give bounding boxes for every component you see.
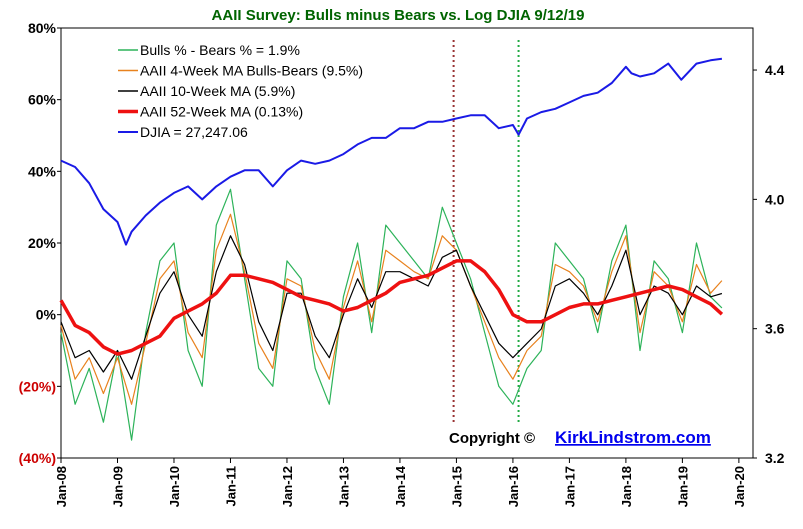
legend-4wk-ma-label: AAII 4-Week MA Bulls-Bears (9.5%) [140, 63, 363, 79]
x-tick-label: Jan-12 [280, 466, 295, 507]
y-right-tick-label: 3.2 [765, 450, 785, 466]
x-tick-label: Jan-10 [167, 466, 182, 507]
series-bulls-minus-bears-line [60, 188, 723, 441]
x-tick-label: Jan-20 [732, 466, 747, 507]
legend-52wk-ma-label: AAII 52-Week MA (0.13%) [140, 104, 303, 120]
y-left-tick-label: (20%) [19, 378, 56, 394]
x-tick-label: Jan-18 [619, 466, 634, 507]
x-tick-label: Jan-09 [110, 466, 125, 507]
y-axis-right: 4.4 4.0 3.6 3.2 [753, 62, 785, 466]
x-tick-label: Jan-16 [506, 466, 521, 507]
x-tick-label: Jan-14 [393, 465, 408, 507]
x-tick-label: Jan-15 [449, 466, 464, 507]
copyright-prefix: Copyright © [449, 430, 535, 447]
series-djia-line [60, 57, 723, 246]
legend: Bulls % - Bears % = 1.9% AAII 4-Week MA B… [118, 42, 363, 140]
x-tick-label: Jan-17 [562, 466, 577, 507]
y-right-tick-label: 4.0 [765, 191, 785, 207]
y-right-tick-label: 3.6 [765, 321, 785, 337]
legend-10wk-ma-label: AAII 10-Week MA (5.9%) [140, 83, 295, 99]
y-left-tick-label: 20% [28, 235, 57, 251]
event-markers [452, 40, 520, 425]
series-10wk-ma-line [60, 235, 723, 380]
y-left-tick-label: 40% [28, 163, 57, 179]
copyright-link[interactable]: KirkLindstrom.com [555, 428, 711, 447]
y-right-tick-label: 4.4 [765, 62, 785, 78]
y-left-tick-label: 80% [28, 20, 57, 36]
y-left-tick-label: 0% [36, 307, 57, 323]
x-tick-label: Jan-13 [336, 466, 351, 507]
series-4wk-ma-line [60, 213, 723, 405]
legend-djia-label: DJIA = 27,247.06 [140, 124, 248, 140]
x-tick-label: Jan-08 [54, 466, 69, 507]
series-52wk-ma-line [59, 259, 724, 356]
series-group [59, 57, 724, 441]
x-tick-label: Jan-11 [223, 466, 238, 506]
legend-bulls-minus-bears-label: Bulls % - Bears % = 1.9% [140, 42, 300, 58]
x-axis: Jan-08 Jan-09 Jan-10 Jan-11 Jan-12 Jan-13 Jan-… [54, 458, 747, 507]
y-axis-left: 80% 60% 40% 20% 0% (20%) (40%) [19, 20, 61, 466]
x-tick-label: Jan-19 [675, 466, 690, 507]
y-left-tick-label: 60% [28, 92, 57, 108]
y-left-tick-label: (40%) [19, 450, 56, 466]
chart-title: AAII Survey: Bulls minus Bears vs. Log D… [212, 7, 585, 24]
